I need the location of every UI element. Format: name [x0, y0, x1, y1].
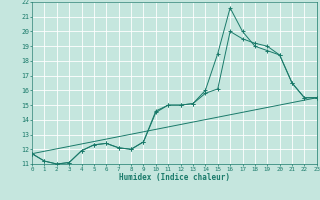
X-axis label: Humidex (Indice chaleur): Humidex (Indice chaleur) [119, 173, 230, 182]
